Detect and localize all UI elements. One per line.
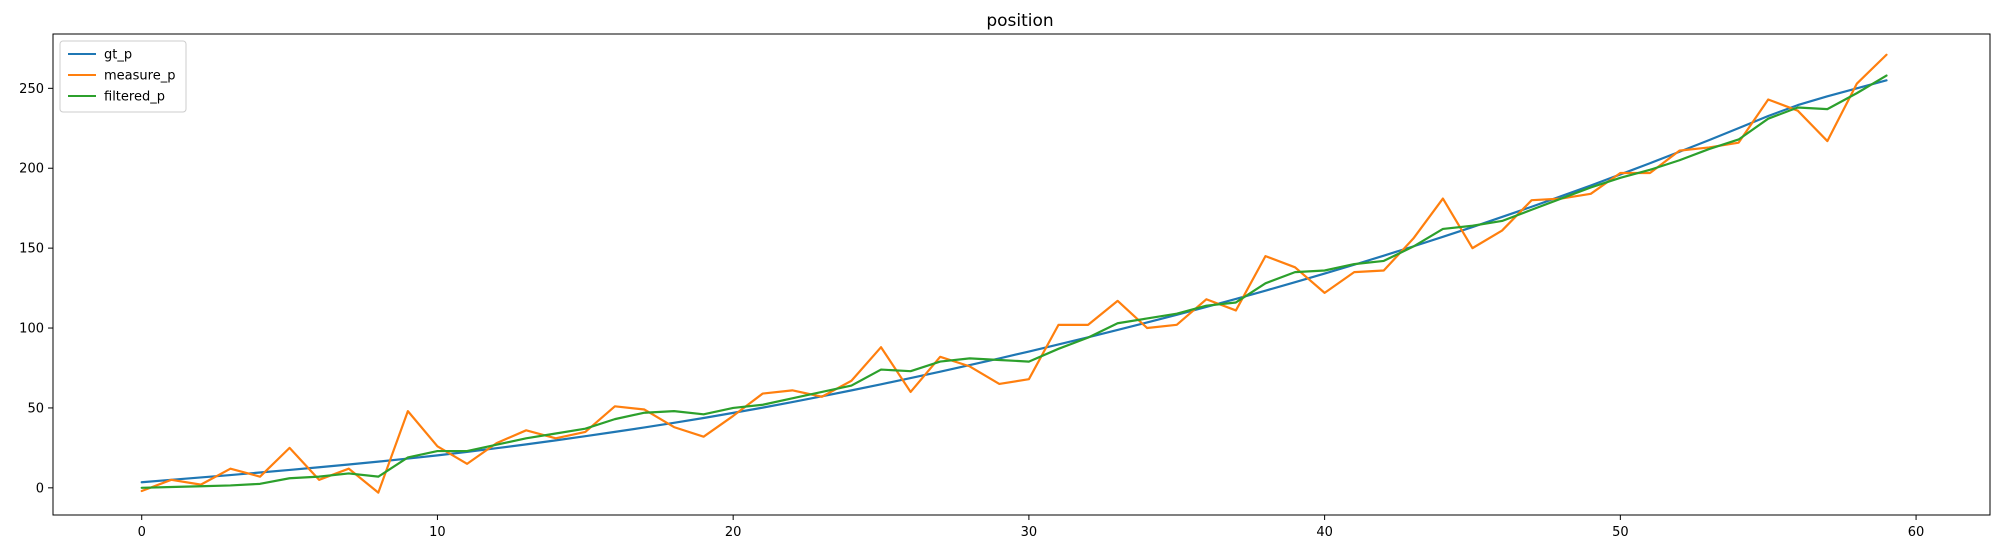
y-tick-label: 200 <box>19 162 44 177</box>
y-tick-label: 0 <box>36 481 44 496</box>
x-tick-label: 40 <box>1316 525 1333 540</box>
plot-frame <box>52 33 1991 516</box>
legend-label-filtered_p: filtered_p <box>104 90 165 105</box>
legend: gt_p measure_p filtered_p <box>59 40 187 113</box>
y-tick-label: 150 <box>19 242 44 257</box>
x-tick-label: 30 <box>1021 525 1038 540</box>
y-tick-label: 50 <box>27 401 44 416</box>
chart-title: position <box>986 11 1053 31</box>
series-line-measure_p <box>140 53 1888 494</box>
x-tick-label: 20 <box>725 525 742 540</box>
series-line-filtered_p <box>140 74 1888 489</box>
x-tick-label: 0 <box>138 525 146 540</box>
legend-label-measure_p: measure_p <box>104 69 175 84</box>
x-tick-label: 60 <box>1908 525 1925 540</box>
x-tick-label: 50 <box>1612 525 1629 540</box>
y-tick-label: 250 <box>19 82 44 97</box>
y-tick-label: 100 <box>19 322 44 337</box>
x-tick-label: 10 <box>429 525 446 540</box>
legend-box <box>59 40 187 113</box>
series-line-gt_p <box>140 79 1888 484</box>
axes-layer: 0 10 20 30 40 50 60 0 50 100 150 200 250 <box>19 33 1991 540</box>
series-layer <box>140 53 1888 494</box>
legend-label-gt_p: gt_p <box>104 48 132 63</box>
